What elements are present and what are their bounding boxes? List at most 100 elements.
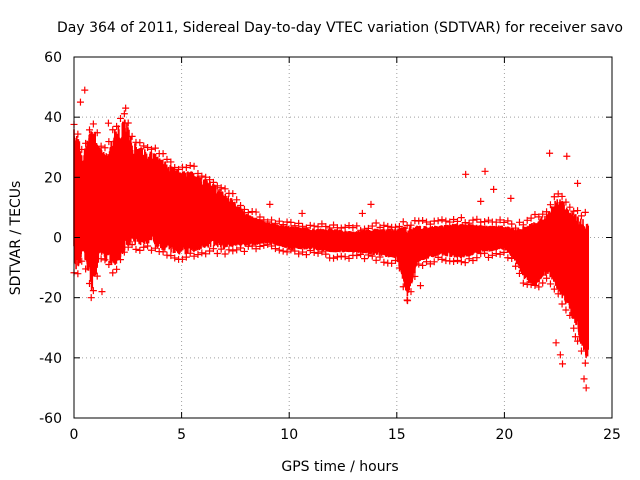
band-edge-marker bbox=[550, 285, 558, 293]
band-edge-marker bbox=[496, 250, 504, 258]
data-point bbox=[574, 179, 582, 187]
band-edge-marker bbox=[535, 213, 543, 221]
band-edge-marker bbox=[345, 222, 353, 230]
band-edge-marker bbox=[295, 219, 303, 227]
chart-title: Day 364 of 2011, Sidereal Day-to-day VTE… bbox=[57, 20, 623, 36]
band-edge-marker bbox=[97, 255, 105, 263]
band-edge-marker bbox=[116, 256, 124, 264]
band-edge-marker bbox=[326, 224, 334, 232]
band-edge-marker bbox=[306, 246, 314, 254]
data-point bbox=[518, 264, 526, 272]
band-edge-marker bbox=[473, 215, 481, 223]
band-edge-marker bbox=[368, 222, 376, 230]
band-edge-marker bbox=[395, 223, 403, 231]
tick-labels: 0 5 10 15 20 25 -60 -40 -20 0 20 40 60 bbox=[39, 50, 621, 443]
band-edge-marker bbox=[353, 251, 361, 259]
data-point bbox=[81, 86, 89, 94]
data-point bbox=[358, 209, 366, 217]
band-edge-marker bbox=[213, 249, 221, 257]
x-tick-label: 10 bbox=[280, 427, 298, 443]
band-edge-marker bbox=[550, 193, 558, 201]
band-edge-marker bbox=[268, 216, 276, 224]
band-edge-marker bbox=[116, 114, 124, 122]
band-edge-marker bbox=[268, 242, 276, 250]
band-edge-marker bbox=[535, 283, 543, 291]
x-tick-label: 20 bbox=[495, 427, 513, 443]
band-edge-marker bbox=[124, 243, 132, 251]
band-edge-marker bbox=[240, 247, 248, 255]
band-edge-marker bbox=[213, 182, 221, 190]
band-edge-marker bbox=[97, 142, 105, 150]
band-edge-marker bbox=[318, 220, 326, 228]
band-edge-marker bbox=[144, 242, 152, 250]
band-edge-marker bbox=[186, 249, 194, 257]
band-edge-marker bbox=[364, 224, 372, 232]
band-edge-marker bbox=[233, 246, 241, 254]
band-edge-marker bbox=[287, 246, 295, 254]
band-edge-marker bbox=[89, 287, 97, 295]
band-edge-marker bbox=[364, 251, 372, 259]
band-edge-marker bbox=[574, 337, 582, 345]
y-tick-label: -20 bbox=[39, 291, 62, 307]
data-point bbox=[556, 351, 564, 359]
band-edge-marker bbox=[465, 255, 473, 263]
band-edge-marker bbox=[481, 249, 489, 257]
band-edge-marker bbox=[151, 144, 159, 152]
band-edge-marker bbox=[209, 178, 217, 186]
band-edge-marker bbox=[144, 143, 152, 151]
band-edge-marker bbox=[252, 245, 260, 253]
band-edge-marker bbox=[422, 218, 430, 226]
band-edge-marker bbox=[562, 306, 570, 314]
band-edge-marker bbox=[473, 254, 481, 262]
band-edge-marker bbox=[85, 280, 93, 288]
band-edge-marker bbox=[237, 244, 245, 252]
band-edge-marker bbox=[515, 269, 523, 277]
band-edge-marker bbox=[450, 258, 458, 266]
band-edge-marker bbox=[453, 217, 461, 225]
band-edge-marker bbox=[275, 246, 283, 254]
data-point bbox=[266, 200, 274, 208]
band-edge-marker bbox=[252, 208, 260, 216]
band-edge-marker bbox=[167, 158, 175, 166]
band-edge-marker bbox=[167, 252, 175, 260]
band-edge-marker bbox=[457, 258, 465, 266]
band-edge-marker bbox=[113, 122, 121, 130]
band-edge-marker bbox=[256, 242, 264, 250]
band-edge-marker bbox=[438, 255, 446, 263]
data-points bbox=[70, 86, 590, 392]
band-edge-marker bbox=[299, 222, 307, 230]
axes bbox=[73, 56, 613, 419]
band-edge-marker bbox=[93, 129, 101, 137]
band-edge-marker bbox=[151, 244, 159, 252]
band-edge-marker bbox=[496, 216, 504, 224]
band-edge-marker bbox=[85, 126, 93, 134]
band-edge-marker bbox=[531, 281, 539, 289]
band-edge-marker bbox=[171, 254, 179, 262]
band-edge-marker bbox=[101, 144, 109, 152]
band-edge-marker bbox=[500, 248, 508, 256]
y-axis-label: SDTVAR / TECUs bbox=[8, 181, 24, 296]
band-edge-marker bbox=[438, 216, 446, 224]
band-edge-marker bbox=[330, 221, 338, 229]
band-edge-marker bbox=[581, 359, 589, 367]
band-edge-marker bbox=[229, 247, 237, 255]
band-edge-marker bbox=[171, 163, 179, 171]
band-edge-marker bbox=[233, 196, 241, 204]
band-edge-marker bbox=[78, 257, 86, 265]
data-point bbox=[122, 104, 130, 112]
band-edge-marker bbox=[291, 222, 299, 230]
band-edge-marker bbox=[202, 250, 210, 258]
data-point bbox=[552, 339, 560, 347]
band-edge-marker bbox=[395, 264, 403, 272]
band-edge-marker bbox=[523, 216, 531, 224]
band-edge-marker bbox=[372, 219, 380, 227]
data-point bbox=[559, 360, 567, 368]
data-point bbox=[582, 384, 590, 392]
y-tick-label: 20 bbox=[44, 170, 62, 186]
band-edge-marker bbox=[519, 221, 527, 229]
data-point bbox=[563, 152, 571, 160]
band-edge-marker bbox=[163, 155, 171, 163]
band-edge-marker bbox=[140, 142, 148, 150]
data-point bbox=[580, 375, 588, 383]
x-axis-label: GPS time / hours bbox=[281, 459, 398, 475]
